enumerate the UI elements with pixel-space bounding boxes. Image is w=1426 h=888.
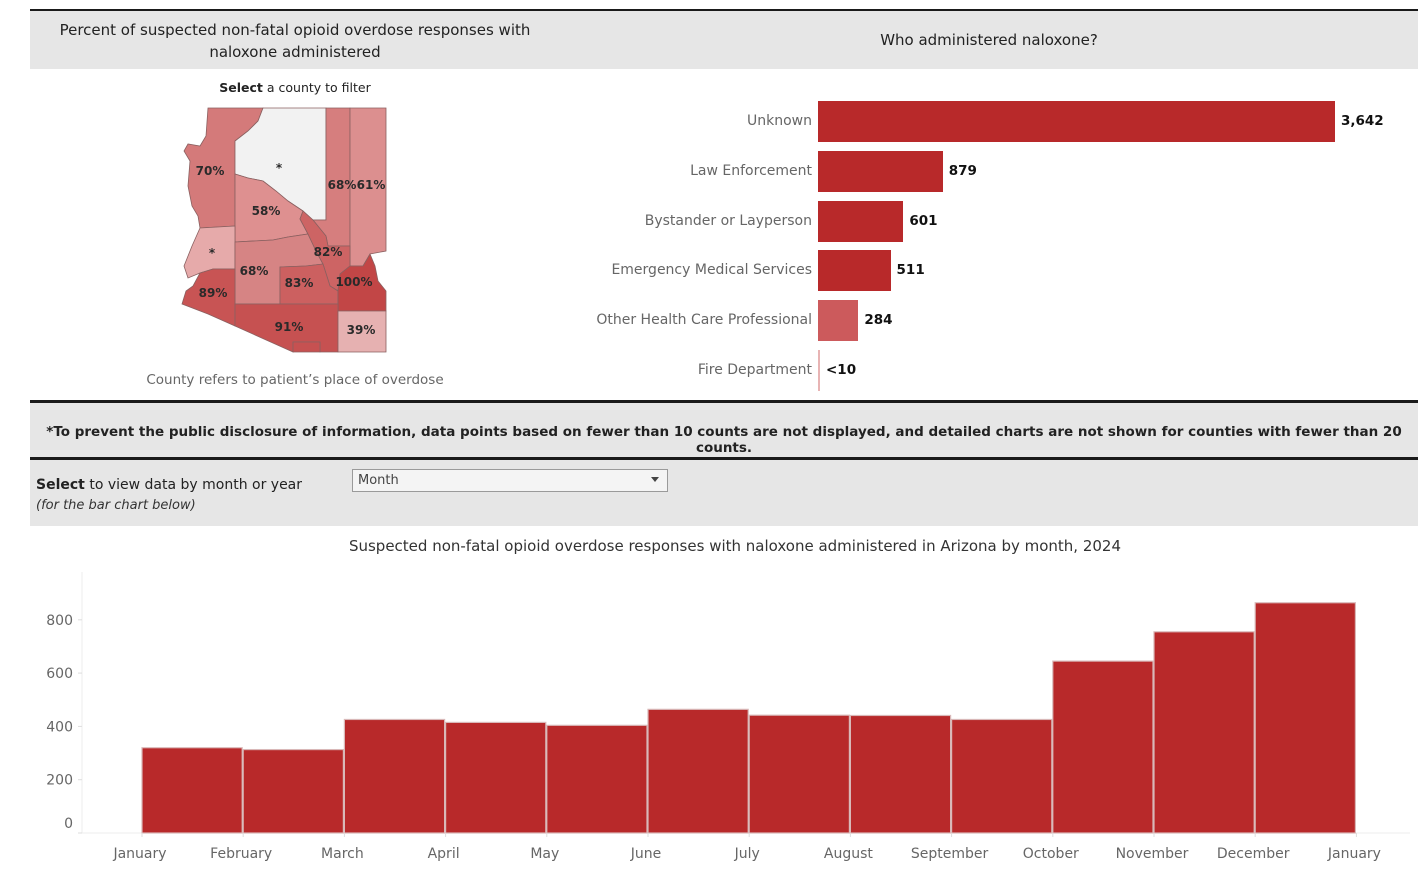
who-value-label: 601 [909, 212, 938, 229]
x-tick-label: June [630, 846, 662, 862]
x-tick-label: January [112, 846, 166, 862]
map-select-hint: Select a county to filter [30, 80, 560, 95]
y-tick-label: 0 [64, 816, 73, 832]
notice-bottom-divider [30, 457, 1418, 460]
monthly-chart-title: Suspected non-fatal opioid overdose resp… [348, 537, 1122, 555]
county-label-maricopa: 68% [240, 264, 269, 278]
county-label-coconino: * [276, 161, 283, 175]
county-label-yavapai: 58% [252, 204, 281, 218]
county-label-gila: 82% [314, 245, 343, 259]
view-select-rest: to view data by month or year [84, 477, 303, 493]
county-label-pima: 91% [275, 320, 304, 334]
notice-top-divider [30, 400, 1418, 403]
county-label-pinal: 83% [285, 276, 314, 290]
x-tick-label: April [428, 846, 460, 862]
top-divider [30, 9, 1418, 11]
month-bar-september[interactable] [950, 718, 1053, 834]
x-tick-label: September [911, 846, 989, 862]
view-select-sublabel: (for the bar chart below) [36, 498, 196, 513]
month-bar-october[interactable] [1052, 660, 1154, 834]
monthly-bar-chart: 0 200 400 600 800 January February March April Ma… [46, 572, 1410, 862]
chevron-down-icon[interactable] [651, 477, 659, 482]
who-bar[interactable] [818, 200, 904, 242]
arizona-county-map: 70% * 68% 61% 58% * 68% 82% 83% 100% 89%… [181, 107, 387, 353]
y-tick-label: 400 [46, 719, 73, 735]
x-tick-label: December [1217, 846, 1290, 862]
suppression-notice: *To prevent the public disclosure of inf… [30, 403, 1418, 457]
month-bar-february[interactable] [242, 748, 344, 834]
dropdown-value: Month [358, 473, 399, 488]
y-tick-label: 800 [46, 613, 73, 629]
x-tick-label: July [734, 846, 760, 862]
x-tick-label: March [321, 846, 364, 862]
map-select-rest: a county to filter [262, 80, 371, 95]
county-label-apache: 61% [357, 178, 386, 192]
county-label-yuma: 89% [199, 286, 228, 300]
month-bar-august[interactable] [849, 714, 952, 834]
month-bar-july[interactable] [748, 714, 851, 834]
who-bar[interactable] [818, 300, 859, 342]
who-category-label: Emergency Medical Services [611, 262, 812, 279]
who-value-label: 511 [896, 262, 925, 279]
month-year-dropdown[interactable]: Month [352, 469, 668, 492]
county-santa-cruz[interactable] [292, 341, 321, 353]
month-bar-december[interactable] [1254, 602, 1356, 834]
map-select-bold: Select [219, 80, 263, 95]
y-tick-label: 600 [46, 666, 73, 682]
view-select-label: Select to view data by month or year [36, 477, 302, 493]
y-tick-label: 200 [46, 773, 73, 789]
month-bar-june[interactable] [647, 708, 749, 834]
who-category-label: Law Enforcement [690, 162, 812, 179]
x-tick-label: May [530, 846, 559, 862]
who-category-label: Bystander or Layperson [644, 212, 812, 229]
who-panel-title: Who administered naloxone? [560, 11, 1418, 69]
who-bar[interactable] [818, 150, 943, 192]
view-select-bold: Select [36, 477, 85, 493]
who-bar[interactable] [818, 350, 820, 391]
month-bar-may[interactable] [546, 724, 648, 834]
x-tick-label: November [1116, 846, 1189, 862]
county-yuma[interactable] [181, 268, 236, 327]
county-label-la-paz: * [209, 246, 216, 260]
county-label-navajo: 68% [328, 178, 357, 192]
who-value-label: 284 [864, 312, 893, 329]
who-value-label: 3,642 [1341, 113, 1384, 129]
who-bar[interactable] [818, 250, 891, 292]
county-cochise[interactable] [337, 310, 387, 353]
month-bar-january[interactable] [141, 747, 243, 834]
who-value-label: <10 [826, 362, 857, 378]
x-tick-label: January [1327, 846, 1381, 862]
who-category-label: Unknown [747, 113, 812, 129]
x-tick-label: October [1023, 846, 1079, 862]
month-bar-november[interactable] [1153, 631, 1255, 834]
county-note: County refers to patient’s place of over… [146, 372, 444, 388]
county-label-mohave: 70% [196, 164, 225, 178]
x-tick-label: August [824, 846, 874, 862]
who-category-label: Fire Department [697, 362, 812, 378]
who-bar[interactable] [818, 101, 1335, 142]
who-category-label: Other Health Care Professional [596, 312, 812, 329]
x-tick-label: February [210, 846, 272, 862]
county-label-graham: 100% [335, 275, 372, 289]
month-bar-march[interactable] [343, 718, 446, 834]
view-select-panel [30, 460, 1418, 526]
map-panel-title: Percent of suspected non-fatal opioid ov… [30, 11, 560, 69]
who-value-label: 879 [948, 162, 977, 179]
county-label-cochise: 39% [347, 323, 376, 337]
month-bar-april[interactable] [445, 721, 547, 834]
